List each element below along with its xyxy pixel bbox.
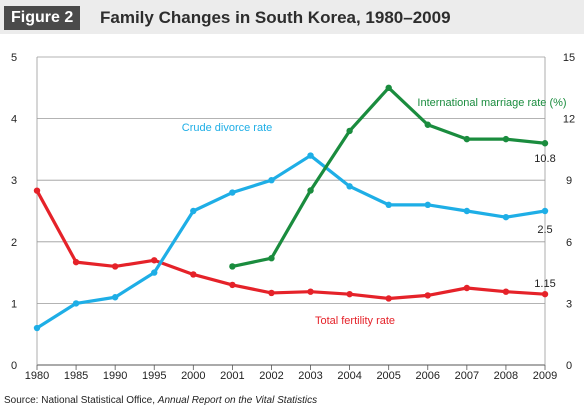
x-tick-label: 2008	[494, 370, 518, 382]
data-point	[190, 271, 197, 278]
right-tick-label: 15	[563, 52, 575, 64]
data-point	[229, 281, 236, 289]
data-point	[541, 290, 549, 298]
figure-label: Figure 2	[4, 6, 81, 30]
data-point	[463, 207, 471, 215]
right-tick-label: 0	[566, 360, 572, 372]
data-point	[72, 258, 80, 266]
x-tick-label: 2009	[533, 370, 557, 382]
series-label: Total fertility rate	[315, 315, 395, 327]
data-point	[307, 288, 314, 295]
chart-title: Family Changes in South Korea, 1980–2009	[100, 8, 451, 27]
data-point	[268, 289, 275, 297]
left-tick-label: 1	[11, 298, 17, 310]
right-tick-label: 6	[566, 237, 572, 249]
x-tick-label: 2000	[181, 370, 205, 382]
data-point	[229, 263, 236, 270]
x-tick-label: 2001	[220, 370, 244, 382]
chart-area: 0 1 2 3 4 5 0 3 6 9 12 15 1980 1985 1990 1995 2000 2001 20…	[0, 40, 584, 386]
data-point	[33, 324, 41, 332]
source-prefix: Source: National Statistical Office,	[4, 395, 158, 406]
data-point	[463, 135, 471, 143]
data-point	[151, 257, 158, 264]
x-tick-label: 2005	[376, 370, 400, 382]
data-point	[111, 294, 119, 301]
data-point	[72, 300, 80, 307]
x-tick-label: 2007	[455, 370, 479, 382]
series-label: International marriage rate (%)	[417, 97, 566, 109]
series-line-0	[35, 189, 547, 301]
data-point	[502, 213, 510, 221]
header-bar: Figure 2 Family Changes in South Korea, …	[0, 0, 584, 34]
series-label: Crude divorce rate	[182, 122, 273, 134]
x-tick-label: 1990	[103, 370, 127, 382]
end-value-label: 2.5	[537, 224, 552, 236]
data-point	[111, 263, 119, 270]
x-tick-label: 2002	[259, 370, 283, 382]
data-point	[229, 189, 236, 196]
x-tick-label: 2004	[337, 370, 361, 382]
data-point	[424, 201, 431, 209]
end-value-label: 1.15	[534, 278, 555, 290]
x-tick-label: 2006	[416, 370, 440, 382]
source-note: Source: National Statistical Office, Ann…	[4, 395, 317, 406]
data-point	[541, 140, 549, 147]
left-tick-label: 5	[11, 52, 17, 64]
right-tick-label: 12	[563, 114, 575, 126]
data-point	[346, 183, 353, 190]
data-point	[346, 290, 353, 298]
data-point	[33, 187, 41, 194]
data-point	[268, 255, 275, 262]
left-tick-label: 2	[11, 237, 17, 249]
right-tick-label: 3	[566, 298, 572, 310]
source-title: Annual Report on the Vital Statistics	[157, 395, 318, 406]
data-point	[424, 292, 431, 299]
data-point	[385, 84, 392, 92]
x-tick-label: 1995	[142, 370, 166, 382]
data-point	[385, 201, 392, 209]
data-point	[502, 288, 510, 295]
right-tick-label: 9	[566, 175, 572, 187]
data-point	[502, 135, 510, 143]
data-point	[151, 269, 158, 276]
x-tick-label: 2003	[298, 370, 322, 382]
data-point	[346, 127, 353, 135]
data-point	[268, 177, 275, 184]
data-point	[424, 121, 431, 128]
data-point	[190, 207, 197, 215]
left-tick-label: 4	[11, 114, 17, 126]
series-line-1	[35, 153, 547, 330]
x-tick-label: 1980	[25, 370, 49, 382]
data-point	[463, 284, 471, 292]
left-tick-label: 0	[11, 360, 17, 372]
left-tick-label: 3	[11, 175, 17, 187]
data-point	[307, 187, 314, 194]
end-value-label: 10.8	[534, 153, 555, 165]
data-point	[541, 207, 549, 215]
data-point	[385, 295, 392, 302]
x-tick-label: 1985	[64, 370, 88, 382]
data-point	[307, 152, 314, 159]
